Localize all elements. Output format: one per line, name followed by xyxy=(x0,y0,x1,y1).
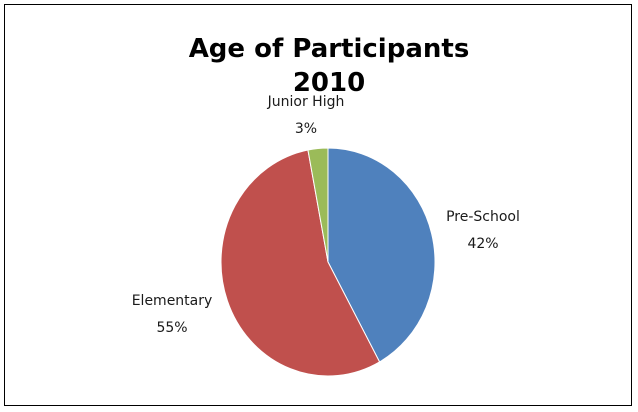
pie-slice-junior-high xyxy=(307,147,329,263)
slice-label-pre-school: Pre-School xyxy=(446,209,520,225)
slice-value-label-junior-high: 3% xyxy=(295,121,317,137)
slice-value-label-elementary: 55% xyxy=(156,320,187,336)
pie-slice-elementary xyxy=(220,149,381,377)
chart-title: Age of Participants xyxy=(189,34,470,64)
slice-label-elementary: Elementary xyxy=(132,293,213,309)
slice-value-label-pre-school: 42% xyxy=(467,236,498,252)
pie-slices xyxy=(220,147,436,377)
pie-chart: Age of Participants 2010 Pre-School 42% El… xyxy=(132,34,520,377)
chart-frame: Age of Participants 2010 Pre-School 42% El… xyxy=(4,4,632,406)
slice-label-junior-high: Junior High xyxy=(267,94,345,110)
pie-slice-pre-school xyxy=(327,147,436,363)
chart-subtitle: 2010 xyxy=(293,68,365,98)
pie-labels: Pre-School 42% Elementary 55% Junior High 3% xyxy=(132,94,520,336)
